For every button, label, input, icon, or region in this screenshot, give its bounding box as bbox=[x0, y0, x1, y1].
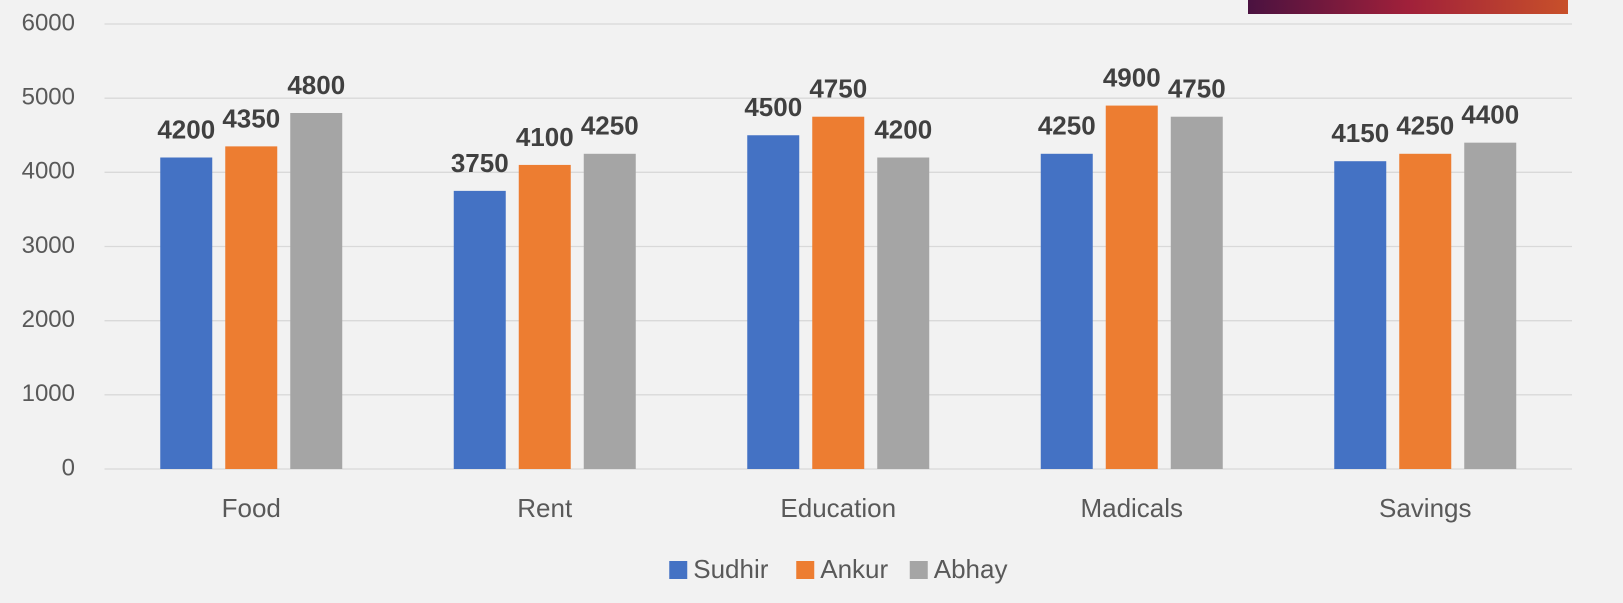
legend-label: Abhay bbox=[934, 554, 1008, 584]
data-label: 4800 bbox=[287, 70, 345, 100]
x-tick-label: Food bbox=[222, 493, 281, 523]
data-label: 4900 bbox=[1103, 62, 1161, 92]
y-tick-label: 3000 bbox=[22, 232, 75, 259]
bar bbox=[1399, 153, 1452, 469]
y-tick-label: 5000 bbox=[22, 84, 75, 111]
bar bbox=[1334, 161, 1387, 470]
bar bbox=[290, 113, 343, 469]
decorative-image bbox=[1248, 0, 1568, 14]
bar bbox=[877, 157, 930, 469]
legend-swatch bbox=[669, 561, 688, 579]
y-tick-label: 1000 bbox=[22, 380, 75, 407]
data-label: 4750 bbox=[809, 74, 867, 104]
x-tick-label: Rent bbox=[517, 493, 573, 523]
bar bbox=[812, 116, 865, 469]
bar bbox=[453, 190, 506, 469]
data-label: 4750 bbox=[1168, 74, 1226, 104]
data-label: 4200 bbox=[874, 114, 932, 144]
y-tick-label: 2000 bbox=[22, 306, 75, 333]
legend-label: Ankur bbox=[820, 554, 888, 584]
x-tick-label: Education bbox=[780, 493, 896, 523]
bar bbox=[160, 157, 213, 469]
y-tick-label: 4000 bbox=[22, 158, 75, 185]
bar bbox=[747, 135, 800, 469]
y-tick-label: 0 bbox=[62, 454, 75, 481]
bar bbox=[1105, 105, 1158, 469]
bar bbox=[1040, 153, 1093, 469]
data-label: 4250 bbox=[581, 111, 639, 141]
bar bbox=[225, 146, 278, 469]
legend-label: Sudhir bbox=[693, 554, 768, 584]
bar bbox=[518, 164, 571, 469]
data-label: 4150 bbox=[1331, 118, 1389, 148]
bar bbox=[1170, 116, 1223, 469]
data-label: 4200 bbox=[157, 114, 215, 144]
data-label: 4250 bbox=[1396, 111, 1454, 141]
bar bbox=[583, 153, 636, 469]
legend-swatch bbox=[909, 561, 928, 579]
legend-swatch bbox=[796, 561, 815, 579]
y-tick-label: 6000 bbox=[22, 9, 75, 36]
x-tick-label: Savings bbox=[1379, 493, 1472, 523]
data-label: 4250 bbox=[1038, 111, 1096, 141]
data-label: 4400 bbox=[1461, 100, 1519, 130]
x-tick-label: Madicals bbox=[1080, 493, 1183, 523]
data-label: 4100 bbox=[516, 122, 574, 152]
bar bbox=[1464, 142, 1517, 469]
data-label: 4350 bbox=[222, 103, 280, 133]
data-label: 4500 bbox=[744, 92, 802, 122]
data-label: 3750 bbox=[451, 148, 509, 178]
